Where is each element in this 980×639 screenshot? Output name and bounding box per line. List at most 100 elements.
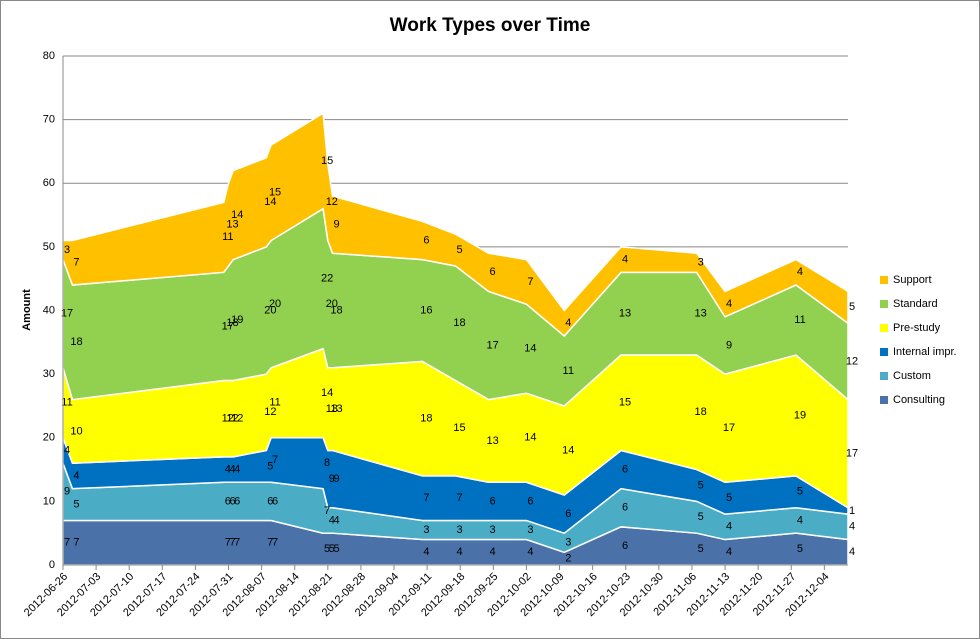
data-label: 10 [70,425,82,437]
data-label: 13 [619,308,631,320]
data-label: 20 [264,304,276,316]
data-label: 18 [453,317,465,329]
data-label: 5 [456,244,462,256]
legend-swatch [880,324,888,332]
data-label: 6 [490,495,496,507]
data-label: 4 [234,463,240,475]
data-label: 6 [267,495,273,507]
legend-swatch [880,348,888,356]
data-label: 3 [423,524,429,536]
data-label: 7 [324,505,330,517]
y-tick-label: 60 [43,177,55,189]
data-label: 5 [324,543,330,555]
data-label: 19 [231,314,243,326]
data-label: 6 [225,495,231,507]
data-label: 13 [330,403,342,415]
data-label: 3 [456,524,462,536]
data-label: 8 [324,457,330,469]
y-axis-label: Amount [21,289,33,331]
data-label: 4 [849,521,855,533]
data-label: 5 [698,543,704,555]
data-label: 7 [527,276,533,288]
data-label: 1 [849,505,855,517]
data-label: 4 [229,463,235,475]
data-label: 15 [269,187,281,199]
data-label: 6 [272,495,278,507]
data-label: 11 [794,314,805,326]
data-label: 17 [723,422,735,434]
data-label: 5 [797,543,803,555]
data-label: 20 [269,298,281,310]
data-label: 6 [423,234,429,246]
legend-label: Consulting [893,394,945,406]
data-label: 5 [698,511,704,523]
data-label: 7 [267,537,273,549]
data-label: 9 [64,486,70,498]
data-label: 6 [490,266,496,278]
y-tick-label: 50 [43,241,55,253]
data-label: 7 [64,537,70,549]
data-label: 15 [619,397,631,409]
data-label: 4 [797,514,803,526]
data-label: 18 [695,406,707,418]
data-label: 6 [622,540,628,552]
data-label: 13 [695,308,707,320]
data-label: 5 [329,543,335,555]
data-label: 15 [321,155,333,167]
data-label: 12 [231,413,243,425]
data-label: 14 [524,432,536,444]
data-label: 12 [264,406,276,418]
data-label: 12 [226,413,238,425]
data-label: 4 [527,546,533,558]
data-label: 13 [326,403,338,415]
data-label: 6 [229,495,235,507]
y-tick-label: 40 [43,304,55,316]
data-label: 7 [229,537,235,549]
data-label: 14 [231,209,243,221]
data-label: 4 [849,546,855,558]
data-label: 2 [565,553,571,565]
data-label: 5 [797,486,803,498]
data-label: 17 [61,308,73,320]
data-label: 11 [222,231,233,243]
data-label: 5 [726,492,732,504]
data-label: 3 [565,537,571,549]
data-label: 5 [73,498,79,510]
data-label: 4 [726,298,732,310]
data-label: 7 [73,257,79,269]
data-label: 4 [797,266,803,278]
legend-swatch [880,276,888,284]
data-label: 3 [490,524,496,536]
data-label: 6 [622,502,628,514]
legend-label: Pre-study [893,322,941,334]
y-tick-label: 30 [43,368,55,380]
legend-label: Internal impr. [893,346,957,358]
legend-label: Custom [893,370,931,382]
data-label: 4 [73,470,79,482]
data-label: 4 [622,254,628,266]
chart-title: Work Types over Time [390,15,591,36]
data-label: 9 [333,219,339,231]
data-label: 7 [272,454,278,466]
data-label: 6 [565,508,571,520]
data-label: 5 [333,543,339,555]
data-label: 20 [326,298,338,310]
data-label: 6 [234,495,240,507]
data-label: 18 [420,413,432,425]
data-label: 14 [264,196,276,208]
data-label: 4 [726,521,732,533]
legend-label: Support [893,274,932,286]
data-label: 4 [423,546,429,558]
data-label: 12 [222,413,234,425]
y-tick-label: 20 [43,432,55,444]
data-label: 5 [698,479,704,491]
y-tick-label: 0 [49,559,55,571]
data-label: 6 [527,495,533,507]
data-label: 4 [64,444,70,456]
data-label: 7 [225,537,231,549]
data-label: 11 [563,365,574,377]
legend-swatch [880,372,888,380]
data-label: 18 [330,304,342,316]
data-label: 4 [490,546,496,558]
data-label: 4 [456,546,462,558]
